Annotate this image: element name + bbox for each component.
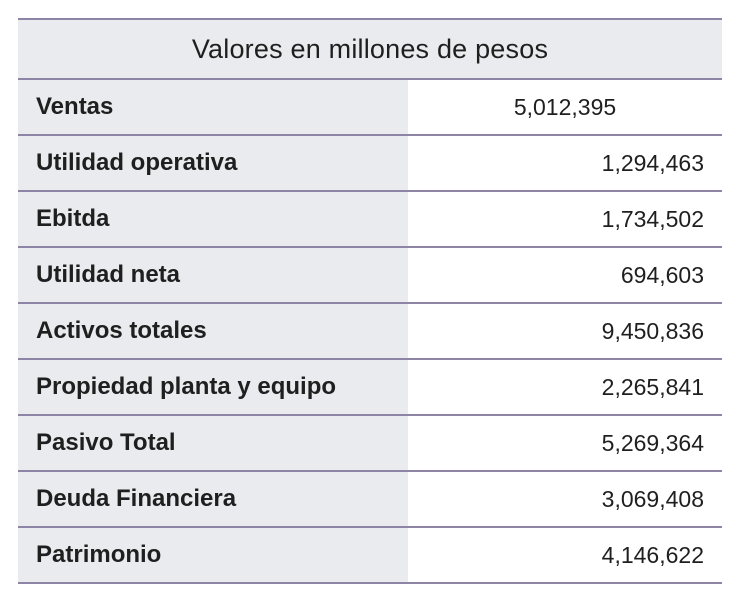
table-row: Ventas 5,012,395 (18, 80, 722, 136)
row-label: Ventas (36, 93, 114, 120)
table-row: Patrimonio 4,146,622 (18, 528, 722, 584)
table-row: Pasivo Total 5,269,364 (18, 416, 722, 472)
row-label: Activos totales (36, 317, 207, 344)
row-label-cell: Utilidad neta (18, 248, 408, 302)
row-value-cell: 1,734,502 (408, 192, 722, 246)
row-value-cell: 694,603 (408, 248, 722, 302)
table-header: Valores en millones de pesos (18, 18, 722, 80)
row-label-cell: Ebitda (18, 192, 408, 246)
row-value-cell: 9,450,836 (408, 304, 722, 358)
table-header-title: Valores en millones de pesos (191, 33, 549, 64)
row-label: Utilidad operativa (36, 149, 238, 176)
table-row: Utilidad neta 694,603 (18, 248, 722, 304)
row-value: 5,269,364 (601, 429, 704, 456)
table-row: Ebitda 1,734,502 (18, 192, 722, 248)
row-value-cell: 5,012,395 (408, 80, 722, 134)
row-label-cell: Patrimonio (18, 528, 408, 582)
row-label: Ebitda (36, 205, 110, 232)
row-label: Pasivo Total (36, 429, 176, 456)
row-label-cell: Activos totales (18, 304, 408, 358)
row-label-cell: Deuda Financiera (18, 472, 408, 526)
row-value: 1,294,463 (601, 149, 704, 176)
row-value: 2,265,841 (601, 373, 704, 400)
row-value-cell: 4,146,622 (408, 528, 722, 582)
table-row: Deuda Financiera 3,069,408 (18, 472, 722, 528)
row-value: 9,450,836 (601, 317, 704, 344)
row-label-cell: Pasivo Total (18, 416, 408, 470)
table-row: Activos totales 9,450,836 (18, 304, 722, 360)
table-row: Propiedad planta y equipo 2,265,841 (18, 360, 722, 416)
row-label-cell: Ventas (18, 80, 408, 134)
row-value-cell: 2,265,841 (408, 360, 722, 414)
row-value-cell: 3,069,408 (408, 472, 722, 526)
row-value: 694,603 (620, 261, 704, 288)
row-value: 4,146,622 (601, 541, 704, 568)
table-row: Utilidad operativa 1,294,463 (18, 136, 722, 192)
row-label-cell: Utilidad operativa (18, 136, 408, 190)
row-label: Utilidad neta (36, 261, 181, 288)
row-label: Patrimonio (36, 541, 162, 568)
row-value: 1,734,502 (601, 205, 704, 232)
row-value-cell: 1,294,463 (408, 136, 722, 190)
financial-values-table: Valores en millones de pesos Ventas 5,01… (18, 18, 722, 584)
row-value: 3,069,408 (601, 485, 704, 512)
row-label: Deuda Financiera (36, 485, 237, 512)
row-value: 5,012,395 (513, 93, 617, 120)
row-label-cell: Propiedad planta y equipo (18, 360, 408, 414)
row-value-cell: 5,269,364 (408, 416, 722, 470)
row-label: Propiedad planta y equipo (36, 373, 337, 400)
